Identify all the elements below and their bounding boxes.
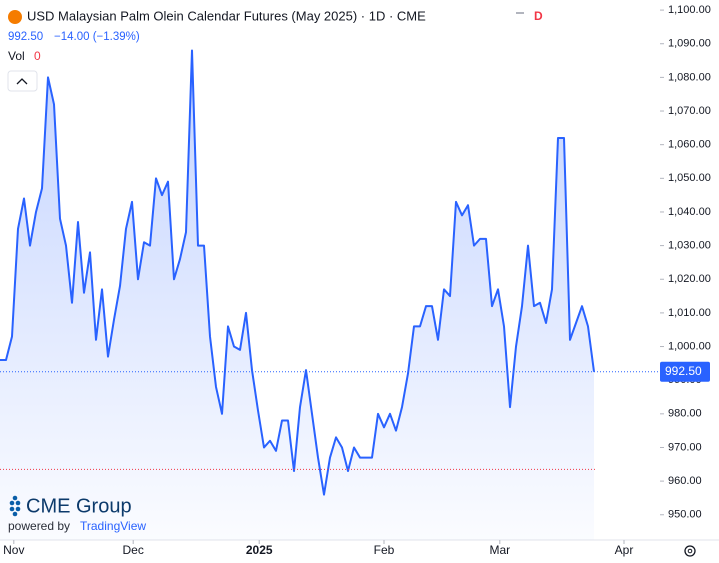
brand-logo <box>9 495 21 517</box>
separator <box>516 12 524 14</box>
y-tick-label: 960.00 <box>668 475 702 487</box>
plot-area <box>0 49 660 541</box>
brand: CME Group <box>26 495 132 517</box>
volume-label: Vol <box>8 49 25 63</box>
y-tick-label: 980.00 <box>668 408 702 420</box>
y-tick-label: 1,020.00 <box>668 273 711 285</box>
y-tick-label: 950.00 <box>668 509 702 521</box>
y-tick-label: 1,010.00 <box>668 307 711 319</box>
interval-badge: D <box>534 9 543 23</box>
y-tick-label: 1,080.00 <box>668 71 711 83</box>
y-tick-label: 970.00 <box>668 441 702 453</box>
x-tick-label: Mar <box>489 543 510 557</box>
y-tick-label: 1,030.00 <box>668 240 711 252</box>
x-tick-label: Nov <box>3 543 24 557</box>
x-tick-label: 2025 <box>246 543 273 557</box>
last-price-label: 992.50 <box>665 364 702 378</box>
settings-button[interactable] <box>684 545 696 557</box>
y-tick-label: 1,000.00 <box>668 340 711 352</box>
x-tick-label: Dec <box>123 543 144 557</box>
price-line <box>0 49 595 496</box>
settings-icon <box>687 548 693 554</box>
x-tick-label: Apr <box>615 543 634 557</box>
last-price: 992.50 <box>8 31 43 43</box>
y-tick-label: 1,090.00 <box>668 38 711 50</box>
symbol-icon <box>8 10 22 24</box>
price-change: −14.00 (−1.39%) <box>54 31 140 43</box>
powered-by: powered by <box>8 519 70 533</box>
last-price-box <box>660 361 710 382</box>
area <box>0 50 594 541</box>
collapse-icon <box>16 78 28 85</box>
chart-title: USD Malaysian Palm Olein Calendar Future… <box>27 8 426 23</box>
x-tick-label: Feb <box>374 543 395 557</box>
platform[interactable]: TradingView <box>80 519 146 533</box>
y-tick-label: 1,050.00 <box>668 172 711 184</box>
volume-value: 0 <box>34 49 41 63</box>
y-tick-label: 1,100.00 <box>668 4 711 16</box>
y-tick-label: 1,070.00 <box>668 105 711 117</box>
collapse-button[interactable] <box>7 70 38 92</box>
y-tick-label: 1,040.00 <box>668 206 711 218</box>
y-tick-label: 1,060.00 <box>668 139 711 151</box>
